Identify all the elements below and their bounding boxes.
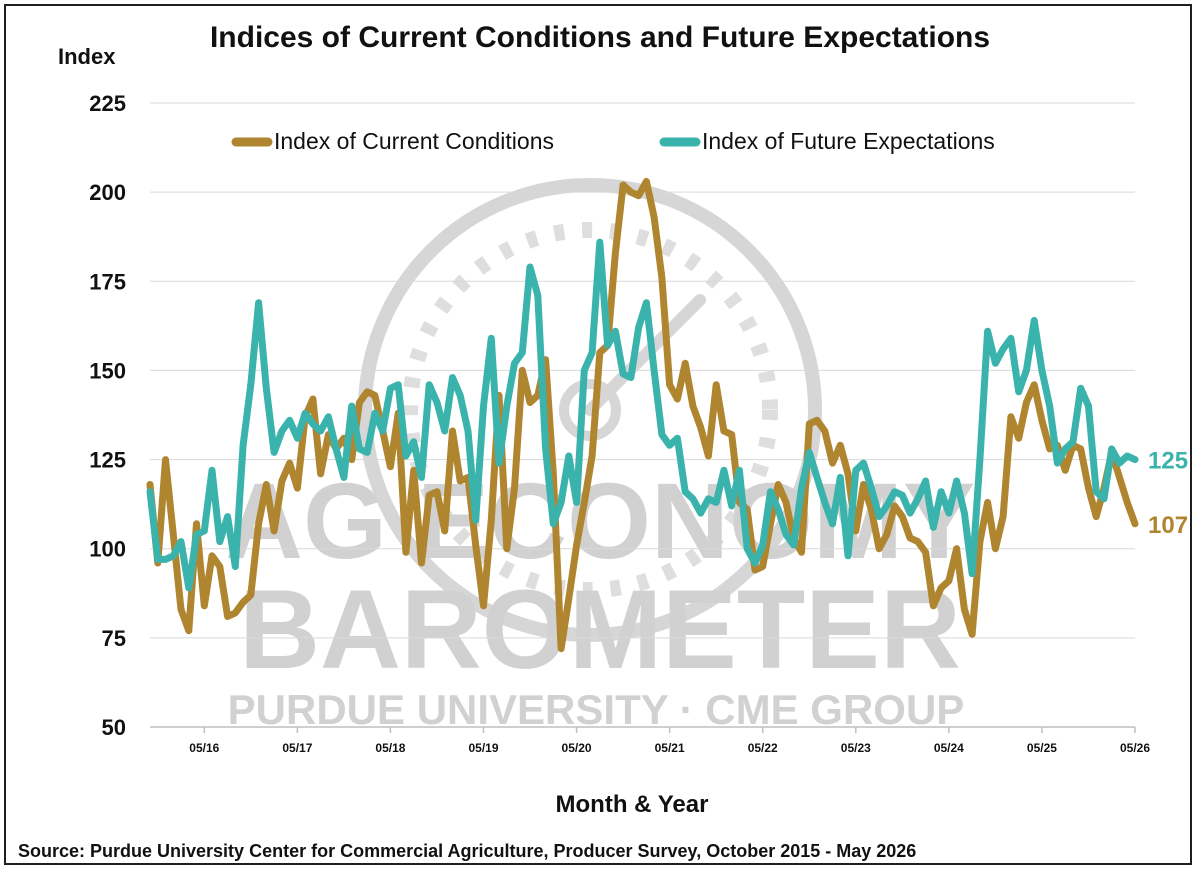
y-axis-label: Index — [58, 44, 116, 69]
y-tick-label: 150 — [89, 358, 126, 383]
x-tick-label: 05/17 — [282, 741, 312, 755]
x-tick-label: 05/16 — [189, 741, 219, 755]
legend-label-future: Index of Future Expectations — [702, 128, 995, 154]
end-label-future-expectations: 125 — [1148, 448, 1188, 475]
y-tick-label: 225 — [89, 91, 126, 116]
legend: Index of Current Conditions Index of Fut… — [231, 128, 995, 154]
end-label-current-conditions: 107 — [1148, 512, 1188, 539]
x-tick-label: 05/19 — [468, 741, 498, 755]
end-labels: 107 125 — [1148, 448, 1188, 539]
x-tick-label: 05/26 — [1120, 741, 1150, 755]
x-tick-label: 05/23 — [841, 741, 871, 755]
series-line-future-expectations — [146, 238, 1139, 592]
y-tick-label: 125 — [89, 448, 126, 473]
x-tick-label: 05/22 — [748, 741, 778, 755]
x-tick-label: 05/25 — [1027, 741, 1057, 755]
y-tick-label: 200 — [89, 180, 126, 205]
x-tick-label: 05/21 — [655, 741, 685, 755]
legend-label-current: Index of Current Conditions — [274, 128, 554, 154]
source-note: Source: Purdue University Center for Com… — [18, 841, 916, 861]
barometer-gauge-icon — [358, 178, 822, 642]
y-tick-label: 75 — [102, 626, 126, 651]
x-tick-label: 05/18 — [375, 741, 405, 755]
x-axis-label: Month & Year — [556, 791, 709, 818]
y-axis-ticks: 225 200 175 150 125 100 75 50 — [89, 91, 126, 740]
x-tick-label: 05/24 — [934, 741, 964, 755]
series-lines — [146, 177, 1139, 653]
y-tick-label: 175 — [89, 269, 126, 294]
chart-frame — [4, 4, 1192, 865]
chart-title: Indices of Current Conditions and Future… — [210, 21, 990, 54]
series-line-current-conditions — [146, 177, 1139, 653]
y-tick-label: 100 — [89, 537, 126, 562]
watermark-line-2: BAROMETER — [239, 567, 961, 692]
watermark-line-3: PURDUE UNIVERSITY · CME GROUP — [228, 686, 965, 733]
watermark-line-1: AG ECONOMY — [225, 460, 975, 581]
x-tick-label: 05/20 — [562, 741, 592, 755]
x-axis: 05/16 05/17 05/18 05/19 05/20 05/21 05/22 05/23… — [150, 726, 1150, 755]
y-tick-label: 50 — [102, 715, 126, 740]
